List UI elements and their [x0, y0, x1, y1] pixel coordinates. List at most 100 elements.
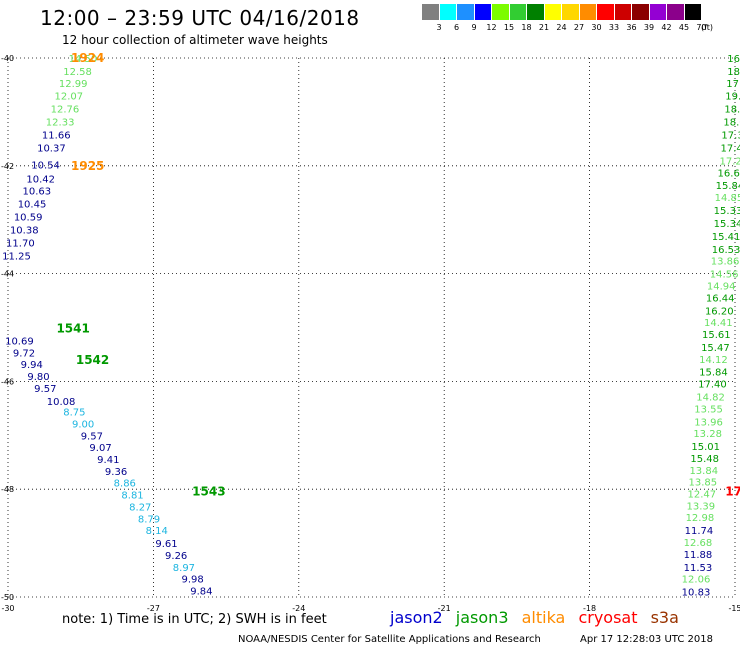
page-subtitle: 12 hour collection of altimeter wave hei… [62, 33, 328, 47]
color-swatch [632, 4, 650, 20]
color-swatch-label: 18 [521, 23, 532, 32]
wave-height-value: 8.81 [121, 491, 143, 502]
latitude-tick-label: -40 [1, 54, 14, 63]
color-swatch [597, 4, 615, 20]
wave-height-value: 11.88 [684, 550, 713, 561]
wave-height-value: 12.06 [682, 575, 711, 586]
legend-item-altika: altika [521, 608, 566, 627]
wave-height-value: 9.94 [21, 360, 43, 371]
wave-height-value: 14.56 [710, 270, 739, 281]
wave-height-value: 8.97 [173, 563, 195, 574]
wave-height-value: 8.14 [146, 526, 168, 537]
wave-height-value: 9.80 [27, 372, 49, 383]
wave-height-value: 9.00 [72, 419, 94, 430]
wave-height-value: 9.61 [155, 539, 177, 550]
wave-height-value: 15.47 [701, 343, 730, 354]
wave-height-value: 17.4 [720, 143, 740, 154]
color-swatch [439, 4, 457, 20]
wave-height-value: 13.84 [689, 466, 718, 477]
wave-height-value: 10.45 [18, 200, 47, 211]
wave-height-value: 15.61 [702, 330, 731, 341]
wave-height-value: 10.37 [37, 143, 66, 154]
wave-height-value: 12.07 [55, 92, 84, 103]
color-swatch [422, 4, 440, 20]
color-swatch-label: 36 [626, 23, 637, 32]
color-swatch [509, 4, 527, 20]
credit-text: NOAA/NESDIS Center for Satellite Applica… [238, 634, 541, 645]
wave-height-value: 11.74 [685, 526, 714, 537]
color-swatch [579, 4, 597, 20]
pass-label: 1543 [192, 484, 225, 498]
color-swatch-label: 30 [591, 23, 602, 32]
wave-height-value: 15.33 [714, 206, 740, 217]
color-swatch-label: 42 [661, 23, 672, 32]
longitude-tick-label: -27 [147, 604, 160, 613]
wave-height-value: 10.54 [31, 161, 60, 172]
wave-height-value: 10.63 [23, 187, 52, 198]
note-text: note: 1) Time is in UTC; 2) SWH is in fe… [62, 612, 327, 627]
wave-height-value: 18.0 [723, 118, 740, 129]
wave-height-value: 10.42 [26, 175, 55, 186]
wave-height-value: 14.94 [707, 281, 736, 292]
latitude-tick-label: -48 [1, 485, 14, 494]
color-swatch [544, 4, 562, 20]
wave-height-value: 12.58 [63, 67, 92, 78]
longitude-tick-label: -18 [583, 604, 596, 613]
wave-height-value: 11.53 [684, 563, 713, 574]
pass-label: 1924 [71, 51, 104, 65]
wave-height-value: 17.40 [698, 380, 727, 391]
wave-height-value: 16.53 [712, 245, 740, 256]
wave-height-value: 14.12 [699, 355, 728, 366]
legend-item-s3a: s3a [650, 608, 679, 627]
wave-height-value: 10.59 [14, 212, 43, 223]
color-swatch-label: 24 [556, 23, 567, 32]
wave-height-value: 18. [724, 105, 740, 116]
wave-height-value: 13.85 [688, 478, 717, 489]
wave-height-value: 12.47 [688, 490, 717, 501]
wave-height-value: 17.3 [721, 131, 740, 142]
wave-height-value: 9.98 [182, 575, 204, 586]
color-swatch [562, 4, 580, 20]
longitude-tick-label: -30 [1, 604, 14, 613]
color-swatch-label: 12 [486, 23, 497, 32]
wave-height-value: 16.20 [705, 306, 734, 317]
wave-height-value: 10.69 [5, 336, 34, 347]
longitude-tick-label: -21 [438, 604, 451, 613]
wave-height-value: 9.84 [190, 587, 212, 598]
generated-timestamp: Apr 17 12:28:03 UTC 2018 [580, 634, 713, 645]
wave-height-value: 10.83 [682, 588, 711, 599]
color-swatch [649, 4, 667, 20]
wave-height-value: 9.36 [105, 467, 127, 478]
pass-label: 1925 [71, 159, 104, 173]
color-swatch [684, 4, 702, 20]
wave-height-value: 15.01 [691, 442, 720, 453]
wave-height-value: 10.38 [10, 225, 39, 236]
wave-height-value: 8.86 [114, 479, 136, 490]
wave-height-value: 12.98 [686, 513, 715, 524]
wave-height-value: 16.44 [706, 293, 735, 304]
legend-item-cryosat: cryosat [578, 608, 638, 627]
latitude-tick-label: -42 [1, 162, 14, 171]
color-swatch [614, 4, 632, 20]
pass-label: 1542 [76, 353, 109, 367]
wave-height-value: 15.84 [699, 368, 728, 379]
wave-height-value: 11.66 [42, 131, 71, 142]
color-swatch-label: 9 [471, 23, 477, 32]
latitude-tick-label: -44 [1, 270, 14, 279]
pass-label: 1541 [56, 322, 89, 336]
color-swatch [474, 4, 492, 20]
satellite-legend: jason2 jason3 altika cryosat s3a [390, 608, 687, 627]
wave-height-value: 12.33 [46, 118, 75, 129]
longitude-tick-label: -15 [728, 604, 740, 613]
wave-height-value: 13.86 [711, 257, 740, 268]
legend-item-jason2: jason2 [390, 608, 443, 627]
wave-height-value: 11.70 [6, 238, 35, 249]
color-swatch-label: 21 [538, 23, 550, 32]
latitude-tick-label: -46 [1, 377, 14, 386]
wave-height-value: 15.84 [716, 181, 740, 192]
wave-height-value: 12.76 [51, 105, 80, 116]
color-swatch [457, 4, 475, 20]
wave-height-value: 15.34 [714, 219, 740, 230]
wave-height-value: 9.41 [97, 455, 119, 466]
